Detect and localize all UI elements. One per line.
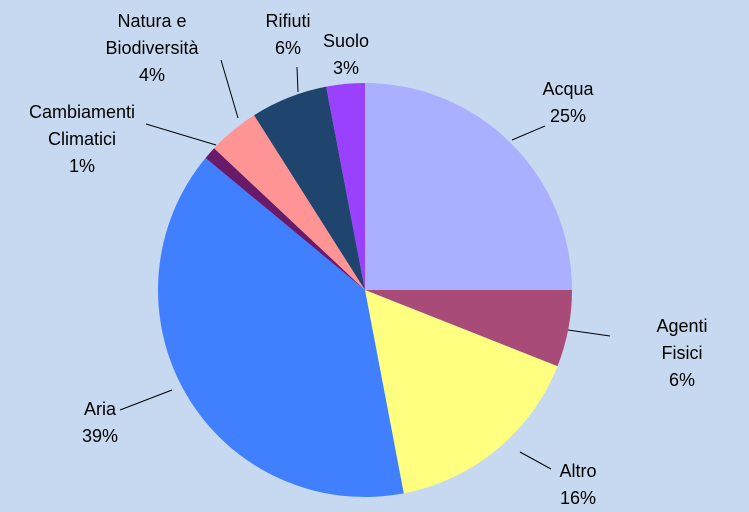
pie-slice bbox=[254, 86, 365, 291]
slice-name: Altro bbox=[559, 461, 597, 481]
slice-label: Altro 16% bbox=[559, 458, 596, 512]
leader-line bbox=[567, 329, 611, 337]
pie-slice bbox=[205, 148, 365, 290]
slice-label: Aria 39% bbox=[82, 396, 118, 450]
slice-name: Acqua bbox=[542, 79, 594, 99]
pie-slice bbox=[326, 83, 365, 290]
leader-line bbox=[220, 59, 239, 119]
slice-name: Cambiamenti Climatici bbox=[28, 102, 136, 149]
slice-percent: 6% bbox=[668, 370, 695, 390]
leader-line bbox=[296, 66, 299, 93]
leader-line bbox=[145, 123, 217, 146]
pie-slice bbox=[365, 290, 572, 367]
pie-slice bbox=[214, 115, 365, 290]
slice-percent: 25% bbox=[549, 106, 587, 126]
slice-name: Suolo bbox=[322, 31, 370, 51]
leader-line bbox=[511, 125, 546, 141]
slice-percent: 3% bbox=[332, 58, 360, 78]
slice-label: Cambiamenti Climatici 1% bbox=[29, 99, 135, 180]
leader-line bbox=[119, 389, 173, 411]
slice-label: Rifiuti 6% bbox=[265, 8, 310, 62]
leader-line bbox=[519, 451, 552, 470]
slice-label: Natura e Biodiversità 4% bbox=[105, 8, 198, 89]
slice-label: Acqua 25% bbox=[542, 76, 593, 130]
slice-label: Agenti Fisici 6% bbox=[649, 313, 716, 394]
slice-name: Agenti Fisici bbox=[656, 316, 708, 363]
slice-name: Rifiuti bbox=[265, 11, 311, 31]
slice-percent: 1% bbox=[68, 156, 96, 176]
slice-percent: 4% bbox=[138, 65, 166, 85]
pie-slice bbox=[158, 158, 404, 498]
slice-percent: 39% bbox=[81, 426, 119, 446]
pie-slice bbox=[365, 290, 558, 494]
slice-name: Aria bbox=[83, 399, 116, 419]
slice-percent: 16% bbox=[559, 488, 597, 508]
slice-percent: 6% bbox=[274, 38, 302, 58]
slice-label: Suolo 3% bbox=[323, 28, 369, 82]
slice-name: Natura e Biodiversità bbox=[105, 11, 199, 58]
pie-slice bbox=[365, 83, 572, 290]
